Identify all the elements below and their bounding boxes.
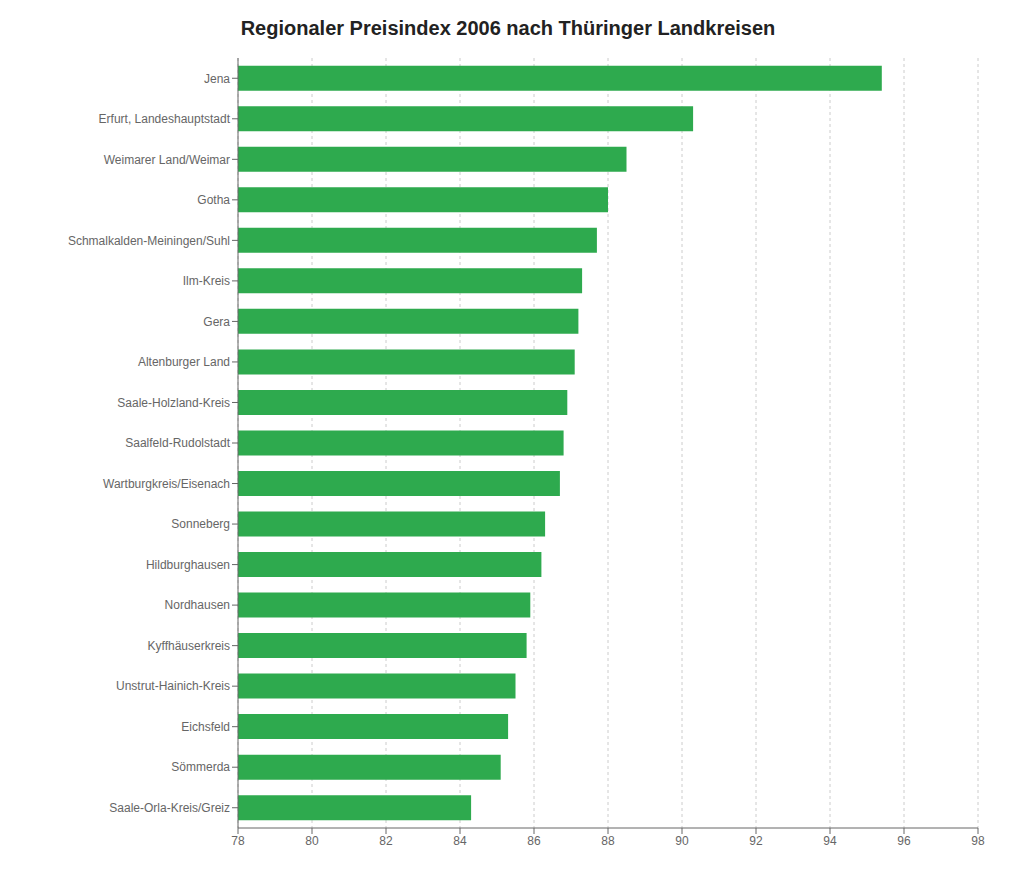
svg-text:Gera: Gera	[203, 315, 230, 329]
svg-text:Wartburgkreis/Eisenach: Wartburgkreis/Eisenach	[103, 477, 230, 491]
svg-text:Schmalkalden-Meiningen/Suhl: Schmalkalden-Meiningen/Suhl	[68, 234, 230, 248]
svg-text:Saalfeld-Rudolstadt: Saalfeld-Rudolstadt	[125, 436, 230, 450]
svg-text:Sonneberg: Sonneberg	[171, 517, 230, 531]
svg-text:78: 78	[231, 834, 245, 848]
svg-text:Unstrut-Hainich-Kreis: Unstrut-Hainich-Kreis	[116, 679, 230, 693]
svg-text:94: 94	[823, 834, 837, 848]
svg-text:Saale-Holzland-Kreis: Saale-Holzland-Kreis	[117, 396, 230, 410]
svg-text:82: 82	[379, 834, 393, 848]
svg-text:84: 84	[453, 834, 467, 848]
svg-text:86: 86	[527, 834, 541, 848]
svg-text:Nordhausen: Nordhausen	[165, 598, 230, 612]
svg-text:Eichsfeld: Eichsfeld	[181, 720, 230, 734]
svg-text:Hildburghausen: Hildburghausen	[146, 558, 230, 572]
svg-text:Weimarer Land/Weimar: Weimarer Land/Weimar	[104, 153, 230, 167]
svg-text:Ilm-Kreis: Ilm-Kreis	[183, 274, 230, 288]
svg-text:Altenburger Land: Altenburger Land	[138, 355, 230, 369]
svg-text:96: 96	[897, 834, 911, 848]
svg-text:Saale-Orla-Kreis/Greiz: Saale-Orla-Kreis/Greiz	[109, 801, 230, 815]
svg-text:90: 90	[675, 834, 689, 848]
svg-text:92: 92	[749, 834, 763, 848]
svg-text:80: 80	[305, 834, 319, 848]
svg-text:88: 88	[601, 834, 615, 848]
svg-text:98: 98	[971, 834, 985, 848]
svg-text:Erfurt, Landeshauptstadt: Erfurt, Landeshauptstadt	[99, 112, 231, 126]
svg-text:Jena: Jena	[204, 72, 230, 86]
html-text:Regionaler Preisindex 2006 nac: Regionaler Preisindex 2006 nach Thüringe…	[240, 17, 776, 39]
svg-text:Gotha: Gotha	[197, 193, 230, 207]
svg-text:Sömmerda: Sömmerda	[171, 760, 230, 774]
svg-text:Kyffhäuserkreis: Kyffhäuserkreis	[148, 639, 230, 653]
